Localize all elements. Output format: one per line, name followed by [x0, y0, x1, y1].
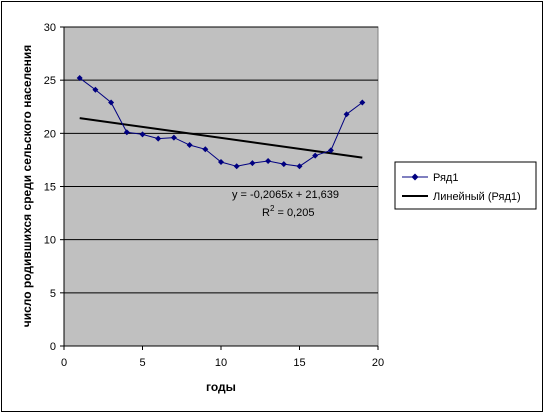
data-point-marker: [296, 163, 303, 170]
y-tick-label: 0: [50, 341, 56, 353]
data-point-marker: [218, 159, 224, 166]
axes: [60, 26, 379, 350]
data-point-marker: [202, 146, 209, 153]
data-point-marker: [123, 129, 130, 136]
x-tick-label: 15: [293, 357, 305, 369]
x-tick-label: 20: [372, 357, 384, 369]
r-squared-label: R2 = 0,205: [262, 204, 314, 219]
data-point-marker: [249, 160, 256, 167]
y-tick-label: 10: [44, 235, 56, 247]
data-point-marker: [186, 142, 193, 149]
data-point-marker: [312, 152, 319, 159]
tick-labels: 0 5 10 15 20 25 30 0 5 10 15 20: [44, 22, 384, 369]
legend-trend-label: Линейный (Ряд1): [433, 191, 521, 203]
data-point-marker: [170, 134, 177, 141]
legend-box: [394, 161, 537, 210]
r-squared-prefix: R: [262, 207, 270, 219]
data-point-marker: [76, 75, 83, 82]
data-point-marker: [359, 99, 366, 106]
data-point-marker: [343, 111, 350, 118]
y-tick-label: 15: [44, 182, 56, 194]
legend: Ряд1 Линейный (Ряд1): [394, 161, 537, 210]
r-squared-superscript: 2: [270, 204, 275, 213]
r-squared-value: = 0,205: [274, 207, 314, 219]
legend-series-marker: [411, 173, 419, 181]
trendline-equation: y = -0,2065x + 21,639: [232, 189, 339, 201]
y-tick-label: 30: [44, 22, 56, 34]
data-point-marker: [265, 157, 272, 164]
legend-series-label: Ряд1: [433, 172, 458, 184]
y-tick-label: 5: [50, 288, 56, 300]
data-point-marker: [280, 161, 287, 168]
x-axis-title: годы: [206, 380, 236, 394]
trendline-group: [79, 117, 363, 159]
trendline: [79, 117, 363, 159]
grid-lines: [64, 26, 378, 294]
y-tick-label: 25: [44, 75, 56, 87]
x-tick-label: 5: [139, 357, 145, 369]
y-tick-label: 20: [44, 128, 56, 140]
y-axis-title: число родившихся среди сельского населен…: [20, 45, 34, 328]
x-tick-label: 0: [61, 357, 67, 369]
data-point-marker: [139, 131, 146, 138]
data-point-marker: [108, 99, 115, 106]
data-point-marker: [155, 135, 162, 142]
data-point-marker: [92, 86, 99, 93]
data-point-marker: [327, 147, 334, 154]
data-point-marker: [233, 163, 240, 170]
x-tick-label: 10: [215, 357, 227, 369]
series-group: [76, 75, 366, 170]
